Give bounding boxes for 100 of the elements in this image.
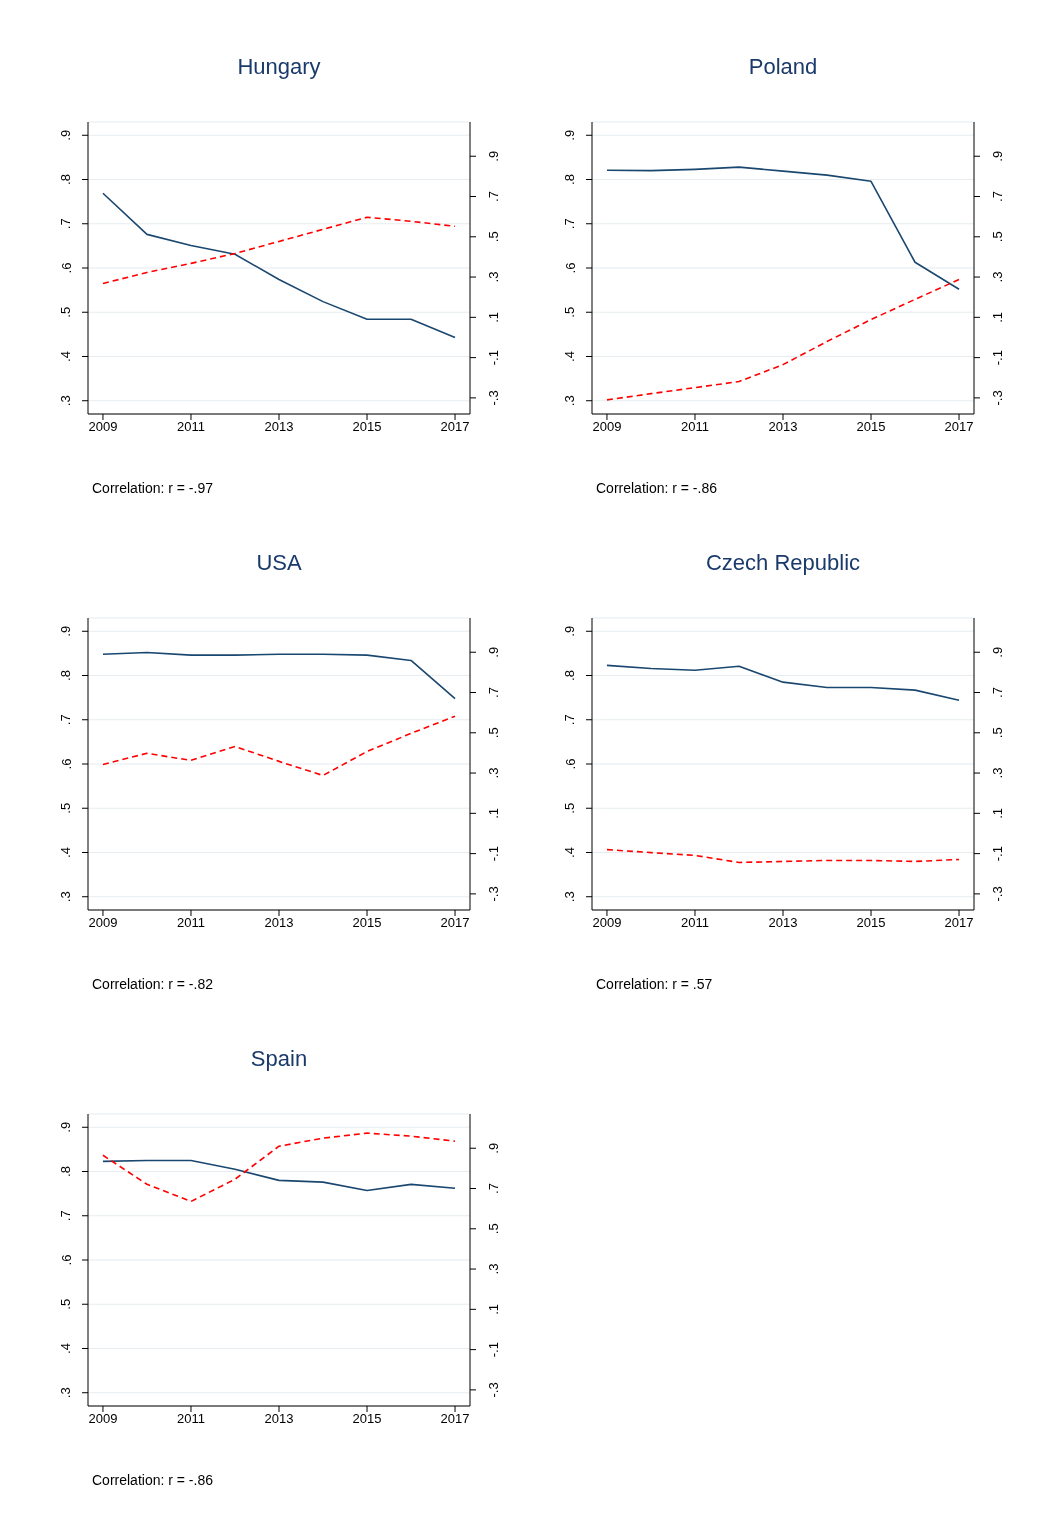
y-tick-label: .3 — [58, 395, 74, 407]
y-tick-label: .9 — [58, 1121, 74, 1133]
y-tick-label: .6 — [58, 262, 74, 274]
text: Correlation: r = -.86 — [596, 480, 717, 496]
y-tick-label: .7 — [562, 218, 578, 230]
y2-tick-label: .3 — [486, 271, 502, 283]
y2-tick-label: -.1 — [486, 846, 502, 862]
y-tick-label: .8 — [58, 174, 74, 185]
y2-tick-label: .5 — [486, 1223, 502, 1235]
y2-tick-label: .9 — [486, 646, 502, 658]
x-tick-label: 2015 — [856, 915, 886, 931]
y-tick-label: .4 — [562, 847, 578, 858]
chart-title: Czech Republic — [704, 550, 862, 576]
line-series — [102, 1159, 456, 1192]
y2-tick-label: .5 — [990, 231, 1006, 243]
x-tick-label: 2011 — [177, 915, 205, 931]
y2-tick-label: -.1 — [990, 350, 1006, 366]
y-tick-label: .8 — [562, 670, 578, 681]
y-tick-label: .9 — [562, 129, 578, 141]
x-tick-label: 2011 — [177, 1411, 205, 1427]
line-series — [606, 166, 960, 291]
line-series — [102, 1132, 456, 1203]
y2-tick-label: .7 — [486, 191, 502, 202]
y-tick-label: .7 — [58, 218, 74, 230]
y2-tick-label: .9 — [486, 150, 502, 162]
x-tick-label: 2011 — [681, 915, 709, 931]
y2-tick-label: .9 — [990, 646, 1006, 658]
y-tick-label: .3 — [562, 891, 578, 903]
y2-tick-label: -.1 — [990, 846, 1006, 862]
x-tick-label: 2009 — [88, 915, 118, 931]
x-tick-label: 2013 — [264, 419, 294, 435]
y2-tick-label: .7 — [486, 687, 502, 698]
y-tick-label: .3 — [562, 395, 578, 407]
y-tick-label: .7 — [562, 714, 578, 726]
y2-tick-label: .3 — [990, 271, 1006, 283]
line-series — [102, 216, 456, 285]
y-tick-label: .8 — [562, 174, 578, 185]
y-tick-label: .6 — [58, 758, 74, 770]
y-tick-label: .9 — [58, 129, 74, 141]
line-series — [102, 715, 456, 777]
x-tick-label: 2013 — [768, 419, 798, 435]
chart-title: USA — [255, 550, 303, 576]
y2-tick-label: .3 — [486, 1263, 502, 1275]
y-tick-label: .5 — [58, 306, 74, 318]
x-tick-label: 2015 — [352, 419, 382, 435]
y-tick-label: .4 — [58, 1343, 74, 1354]
x-tick-label: 2015 — [856, 419, 886, 435]
y2-tick-label: .9 — [486, 1142, 502, 1154]
y2-tick-label: -.3 — [990, 886, 1006, 902]
y2-tick-label: .7 — [990, 191, 1006, 202]
line-series — [606, 848, 960, 864]
y2-tick-label: .1 — [486, 311, 502, 323]
x-tick-label: 2017 — [944, 915, 974, 931]
y-tick-label: .7 — [58, 1210, 74, 1222]
line-series — [606, 664, 960, 702]
y-tick-label: .5 — [562, 306, 578, 318]
y-tick-label: .4 — [562, 351, 578, 362]
y-tick-label: .5 — [562, 802, 578, 814]
x-tick-label: 2017 — [440, 915, 470, 931]
y2-tick-label: -.3 — [486, 1382, 502, 1398]
line-series — [102, 651, 456, 700]
y-tick-label: .3 — [58, 891, 74, 903]
y-tick-label: .7 — [58, 714, 74, 726]
y2-tick-label: -.3 — [486, 390, 502, 406]
chart-title: Spain — [249, 1046, 309, 1072]
y2-tick-label: -.3 — [990, 390, 1006, 406]
x-tick-label: 2011 — [681, 419, 709, 435]
y-tick-label: .5 — [58, 1298, 74, 1310]
x-tick-label: 2011 — [177, 419, 205, 435]
y2-tick-label: .7 — [990, 687, 1006, 698]
y2-tick-label: -.3 — [486, 886, 502, 902]
x-tick-label: 2009 — [592, 419, 622, 435]
text: Correlation: r = -.86 — [92, 1472, 213, 1488]
x-tick-label: 2009 — [88, 1411, 118, 1427]
y-tick-label: .8 — [58, 1166, 74, 1177]
y2-tick-label: .7 — [486, 1183, 502, 1194]
x-tick-label: 2009 — [88, 419, 118, 435]
y2-tick-label: -.1 — [486, 350, 502, 366]
chart-title: Poland — [747, 54, 819, 80]
y2-tick-label: .5 — [486, 727, 502, 739]
y2-tick-label: .1 — [486, 1303, 502, 1315]
x-tick-label: 2017 — [440, 1411, 470, 1427]
x-tick-label: 2015 — [352, 1411, 382, 1427]
y2-tick-label: .9 — [990, 150, 1006, 162]
text: Correlation: r = -.82 — [92, 976, 213, 992]
x-tick-label: 2013 — [768, 915, 798, 931]
y2-tick-label: .5 — [990, 727, 1006, 739]
chart-title: Hungary — [236, 54, 322, 80]
y2-tick-label: .3 — [486, 767, 502, 779]
y2-tick-label: .3 — [990, 767, 1006, 779]
y2-tick-label: .1 — [990, 807, 1006, 819]
y-tick-label: .6 — [562, 758, 578, 770]
y-tick-label: .9 — [562, 625, 578, 637]
y2-tick-label: .1 — [486, 807, 502, 819]
text: Correlation: r = -.97 — [92, 480, 213, 496]
y2-tick-label: .1 — [990, 311, 1006, 323]
y2-tick-label: .5 — [486, 231, 502, 243]
y-tick-label: .4 — [58, 351, 74, 362]
y-tick-label: .8 — [58, 670, 74, 681]
x-tick-label: 2009 — [592, 915, 622, 931]
